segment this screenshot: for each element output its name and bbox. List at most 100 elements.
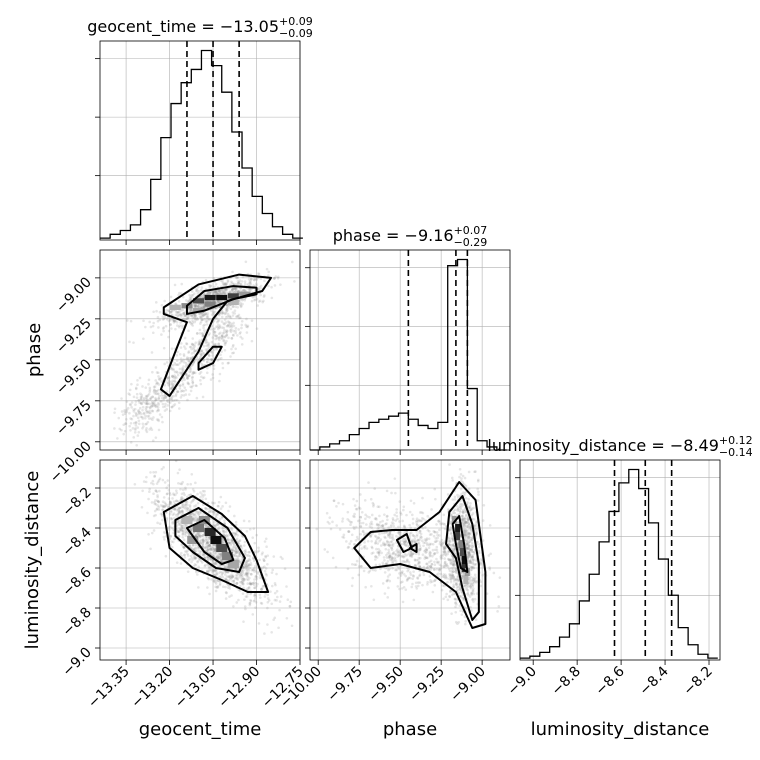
sample-point — [469, 528, 473, 532]
sample-point — [221, 571, 225, 574]
sample-point — [154, 389, 158, 393]
sample-point — [229, 321, 232, 325]
sample-point — [241, 337, 244, 340]
sample-point — [272, 277, 276, 280]
sample-point — [220, 334, 224, 338]
sample-point — [176, 371, 179, 374]
sample-point — [226, 570, 230, 574]
sample-point — [177, 509, 180, 512]
sample-point — [457, 620, 461, 624]
sample-point — [196, 332, 199, 335]
sample-point — [243, 598, 246, 601]
sample-point — [412, 598, 416, 602]
sample-point — [332, 499, 336, 502]
sample-point — [178, 353, 182, 356]
sample-point — [214, 569, 217, 572]
sample-point — [203, 318, 207, 321]
sample-point — [170, 380, 173, 384]
sample-point — [251, 568, 255, 572]
sample-point — [190, 342, 194, 346]
sample-point — [201, 540, 205, 544]
sample-point — [201, 364, 204, 368]
sample-point — [252, 527, 256, 530]
sample-point — [448, 529, 452, 532]
sample-point — [227, 541, 230, 544]
sample-point — [132, 395, 136, 399]
sample-point — [462, 517, 465, 521]
sample-point — [183, 532, 187, 536]
sample-point — [186, 554, 190, 557]
sample-point — [244, 565, 247, 569]
sample-point — [273, 277, 276, 280]
sample-point — [453, 549, 456, 553]
sample-point — [386, 518, 389, 522]
sample-point — [470, 548, 473, 552]
sample-point — [224, 501, 228, 505]
sample-point — [219, 292, 222, 296]
sample-point — [174, 327, 177, 331]
sample-point — [454, 601, 457, 605]
sample-point — [204, 497, 208, 501]
sample-point — [195, 287, 198, 291]
sample-point — [266, 606, 269, 610]
sample-point — [385, 579, 389, 583]
sample-point — [180, 528, 183, 532]
sample-point — [414, 564, 418, 568]
sample-point — [180, 482, 184, 486]
sample-point — [447, 508, 450, 511]
sample-point — [370, 520, 373, 524]
sample-point — [191, 372, 194, 376]
sample-point — [392, 524, 396, 528]
sample-point — [169, 387, 173, 391]
sample-point — [450, 546, 453, 550]
sample-point — [257, 272, 261, 276]
sample-point — [220, 315, 224, 319]
sample-point — [176, 390, 179, 393]
sample-point — [231, 305, 235, 308]
sample-point — [259, 588, 263, 591]
sample-point — [420, 536, 423, 539]
sample-point — [189, 482, 193, 486]
sample-point — [257, 287, 260, 291]
sample-point — [161, 315, 165, 319]
sample-point — [197, 343, 201, 347]
sample-point — [249, 572, 253, 576]
sample-point — [203, 546, 207, 549]
sample-point — [406, 569, 409, 573]
sample-point — [238, 332, 242, 335]
sample-point — [193, 316, 197, 319]
sample-point — [221, 292, 225, 295]
sample-point — [466, 553, 470, 556]
sample-point — [233, 577, 237, 580]
sample-point — [178, 507, 181, 510]
sample-point — [177, 293, 180, 297]
sample-point — [205, 315, 209, 319]
sample-point — [239, 301, 242, 305]
sample-point — [393, 513, 396, 517]
sample-point — [155, 499, 159, 502]
sample-point — [179, 390, 183, 393]
sample-point — [415, 558, 418, 562]
sample-point — [437, 560, 441, 564]
sample-point — [197, 340, 201, 344]
sample-point — [471, 598, 474, 601]
sample-point — [139, 395, 143, 399]
sample-point — [238, 552, 241, 555]
sample-point — [315, 527, 319, 531]
sample-point — [231, 345, 235, 348]
sample-point — [181, 529, 185, 532]
sample-point — [454, 578, 458, 581]
sample-point — [169, 493, 172, 496]
sample-point — [209, 557, 212, 561]
sample-point — [361, 521, 365, 525]
sample-point — [448, 594, 451, 598]
sample-point — [438, 521, 441, 524]
sample-point — [181, 504, 184, 507]
sample-point — [257, 546, 260, 550]
sample-point — [402, 585, 406, 589]
sample-point — [144, 480, 148, 484]
sample-point — [213, 342, 216, 346]
sample-point — [178, 509, 182, 513]
sample-point — [145, 409, 148, 413]
sample-point — [342, 533, 346, 537]
